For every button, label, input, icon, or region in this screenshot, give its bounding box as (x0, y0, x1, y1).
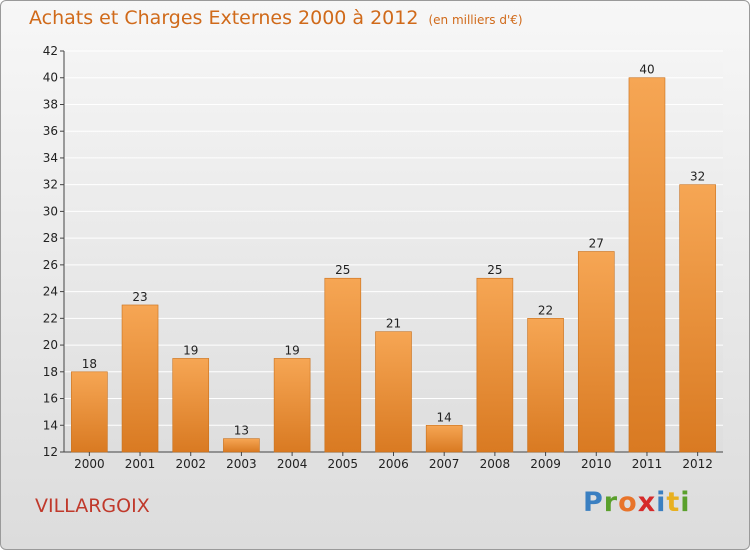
logo-letter: i (656, 487, 667, 518)
bar-value-label: 19 (284, 343, 299, 357)
x-tick-label: 2005 (328, 457, 359, 471)
logo-letter: i (680, 487, 691, 518)
x-tick-label: 2000 (74, 457, 105, 471)
bar-value-label: 23 (132, 290, 147, 304)
bar-value-label: 27 (589, 237, 604, 251)
logo-letter: P (583, 487, 604, 518)
logo-letter: t (666, 487, 681, 518)
bar-value-label: 22 (538, 303, 553, 317)
bar-value-label: 32 (690, 170, 705, 184)
bar (476, 277, 514, 453)
bar-value-label: 25 (487, 263, 502, 277)
bar (324, 277, 362, 453)
bar-value-label: 21 (386, 317, 401, 331)
y-tick-label: 16 (43, 392, 58, 406)
bar (223, 438, 260, 453)
x-tick-label: 2012 (682, 457, 713, 471)
y-tick-label: 26 (43, 258, 58, 272)
bar (679, 184, 716, 453)
y-tick-label: 22 (43, 311, 58, 325)
bar (577, 251, 615, 453)
y-tick-label: 12 (43, 445, 58, 459)
bar (628, 77, 666, 453)
bar (121, 304, 159, 453)
bar (425, 424, 463, 453)
chart-title-text: Achats et Charges Externes 2000 à 2012 (29, 7, 419, 29)
x-tick-label: 2011 (632, 457, 663, 471)
bar-value-label: 40 (639, 63, 654, 77)
x-tick-label: 2008 (480, 457, 511, 471)
bar (172, 358, 210, 453)
y-tick-label: 38 (43, 97, 58, 111)
commune-name: VILLARGOIX (35, 495, 150, 517)
logo-letter: r (603, 487, 619, 518)
y-tick-label: 18 (43, 365, 58, 379)
y-tick-label: 24 (43, 285, 58, 299)
x-tick-label: 2009 (530, 457, 561, 471)
proxiti-logo: Proxiti (583, 487, 691, 518)
bar-value-label: 18 (82, 357, 97, 371)
bar (527, 318, 564, 453)
y-tick-label: 14 (43, 418, 58, 432)
y-tick-label: 32 (43, 178, 58, 192)
x-tick-label: 2004 (277, 457, 308, 471)
y-tick-label: 28 (43, 231, 58, 245)
y-tick-label: 42 (43, 44, 58, 58)
x-tick-label: 2001 (125, 457, 156, 471)
bar (71, 371, 108, 453)
bar-value-label: 19 (183, 343, 198, 357)
chart-title: Achats et Charges Externes 2000 à 2012 (e… (29, 7, 523, 29)
x-tick-label: 2002 (175, 457, 206, 471)
y-tick-label: 20 (43, 338, 58, 352)
x-tick-label: 2007 (429, 457, 460, 471)
y-tick-label: 40 (43, 71, 58, 85)
x-tick-label: 2006 (378, 457, 409, 471)
bar (273, 358, 311, 453)
bar-value-label: 14 (437, 410, 452, 424)
bar-value-label: 13 (234, 424, 249, 438)
y-tick-label: 36 (43, 124, 58, 138)
bar (375, 331, 412, 453)
x-tick-label: 2010 (581, 457, 612, 471)
x-tick-label: 2003 (226, 457, 257, 471)
chart-unit: (en milliers d'€) (428, 13, 523, 27)
logo-letter: o (618, 487, 638, 518)
y-tick-label: 34 (43, 151, 58, 165)
y-tick-label: 30 (43, 204, 58, 218)
bar-value-label: 25 (335, 263, 350, 277)
logo-letter: x (637, 487, 657, 518)
